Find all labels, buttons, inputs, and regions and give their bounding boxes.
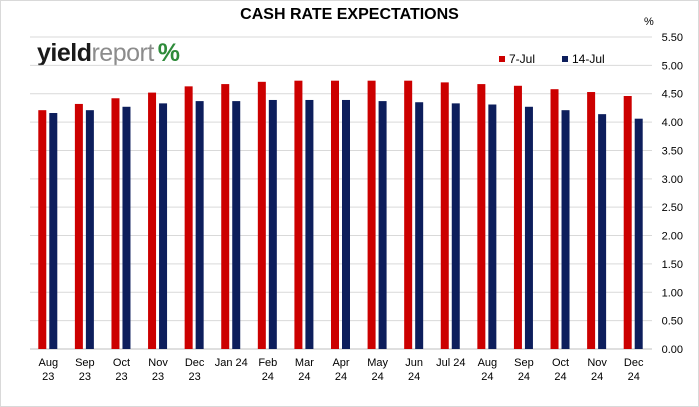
y-axis-unit-label: %	[644, 16, 654, 28]
bar-7-jul	[550, 89, 559, 350]
bar-14-jul	[634, 118, 643, 349]
bar-7-jul	[294, 80, 303, 350]
bar-7-jul	[331, 80, 339, 350]
bar-14-jul	[195, 101, 204, 349]
x-tick-label: May 24	[367, 357, 388, 383]
y-tick-label: 3.00	[662, 174, 683, 186]
y-tick-label: 5.00	[662, 60, 683, 72]
bar-14-jul	[268, 99, 277, 349]
bar-14-jul	[378, 101, 387, 349]
y-tick-label: 3.50	[662, 145, 683, 157]
bar-7-jul	[38, 110, 47, 349]
bars	[38, 80, 643, 350]
x-tick-label: Jul 24	[436, 357, 465, 369]
bar-14-jul	[524, 106, 533, 350]
bar-7-jul	[184, 86, 193, 350]
y-tick-label: 0.00	[662, 344, 683, 356]
gridlines	[30, 36, 652, 350]
y-tick-label: 5.50	[662, 32, 683, 44]
chart-title: CASH RATE EXPECTATIONS	[240, 6, 459, 23]
bar-14-jul	[85, 110, 94, 349]
x-tick-label: Dec 23	[185, 357, 205, 383]
y-tick-label: 1.50	[662, 259, 683, 271]
legend-swatch	[499, 56, 505, 62]
x-tick-label: Sep 24	[514, 357, 534, 383]
legend-label: 14-Jul	[572, 52, 605, 66]
bar-7-jul	[587, 92, 596, 349]
x-tick-label: Oct 24	[552, 357, 569, 383]
bar-14-jul	[451, 103, 460, 349]
bar-14-jul	[305, 99, 314, 349]
x-tick-label: Jan 24	[215, 357, 248, 369]
bar-14-jul	[122, 106, 131, 350]
bar-14-jul	[415, 102, 424, 350]
x-tick-label: Sep 23	[75, 357, 95, 383]
bar-7-jul	[367, 80, 376, 350]
logo-word-yield: yield	[37, 39, 92, 67]
bar-14-jul	[561, 110, 570, 349]
y-tick-label: 0.50	[662, 316, 683, 328]
bar-7-jul	[221, 84, 230, 350]
x-tick-label: Feb 24	[258, 357, 277, 383]
bar-14-jul	[598, 114, 607, 349]
y-tick-label: 2.00	[662, 231, 683, 243]
bar-7-jul	[257, 81, 266, 349]
y-tick-label: 4.50	[662, 89, 683, 101]
x-tick-label: Oct 23	[113, 357, 130, 383]
x-tick-label: Aug 24	[478, 357, 498, 383]
bar-14-jul	[342, 99, 350, 349]
bar-7-jul	[74, 103, 83, 350]
x-tick-label: Mar 24	[295, 357, 314, 383]
bar-7-jul	[148, 92, 157, 350]
x-tick-label: Apr 24	[332, 357, 349, 383]
bar-7-jul	[513, 85, 522, 349]
bar-7-jul	[477, 84, 486, 350]
x-tick-label: Aug 23	[39, 357, 59, 383]
bar-7-jul	[623, 95, 632, 349]
x-tick-label: Jun 24	[405, 357, 423, 383]
x-axis: Aug 23 Sep 23 Oct 23 Nov 23 Dec 23 Jan 24 Feb 24 Mar 2…	[39, 357, 644, 383]
y-tick-label: 2.50	[662, 202, 683, 214]
bar-7-jul	[404, 80, 413, 350]
y-axis: % 0.00 0.50 1.00 1.50 2.00 2.50 3.00 3.50 4.00 4.…	[644, 16, 683, 356]
bar-14-jul	[488, 104, 497, 349]
logo-percent-symbol: %	[157, 39, 180, 67]
logo-word-report: report	[91, 39, 154, 67]
x-tick-label: Nov 23	[148, 357, 168, 383]
legend-label: 7-Jul	[509, 52, 535, 66]
y-tick-label: 4.00	[662, 117, 683, 129]
bar-14-jul	[159, 103, 168, 349]
legend-swatch	[562, 56, 568, 62]
x-tick-label: Dec 24	[624, 357, 644, 383]
yieldreport-logo: yieldreport%	[37, 39, 180, 68]
bar-7-jul	[111, 98, 120, 349]
legend: 7-Jul 14-Jul	[499, 52, 605, 66]
bar-7-jul	[440, 82, 449, 349]
x-tick-label: Nov 24	[587, 357, 607, 383]
y-tick-label: 1.00	[662, 287, 683, 299]
bar-14-jul	[232, 101, 241, 349]
bar-14-jul	[49, 113, 58, 349]
